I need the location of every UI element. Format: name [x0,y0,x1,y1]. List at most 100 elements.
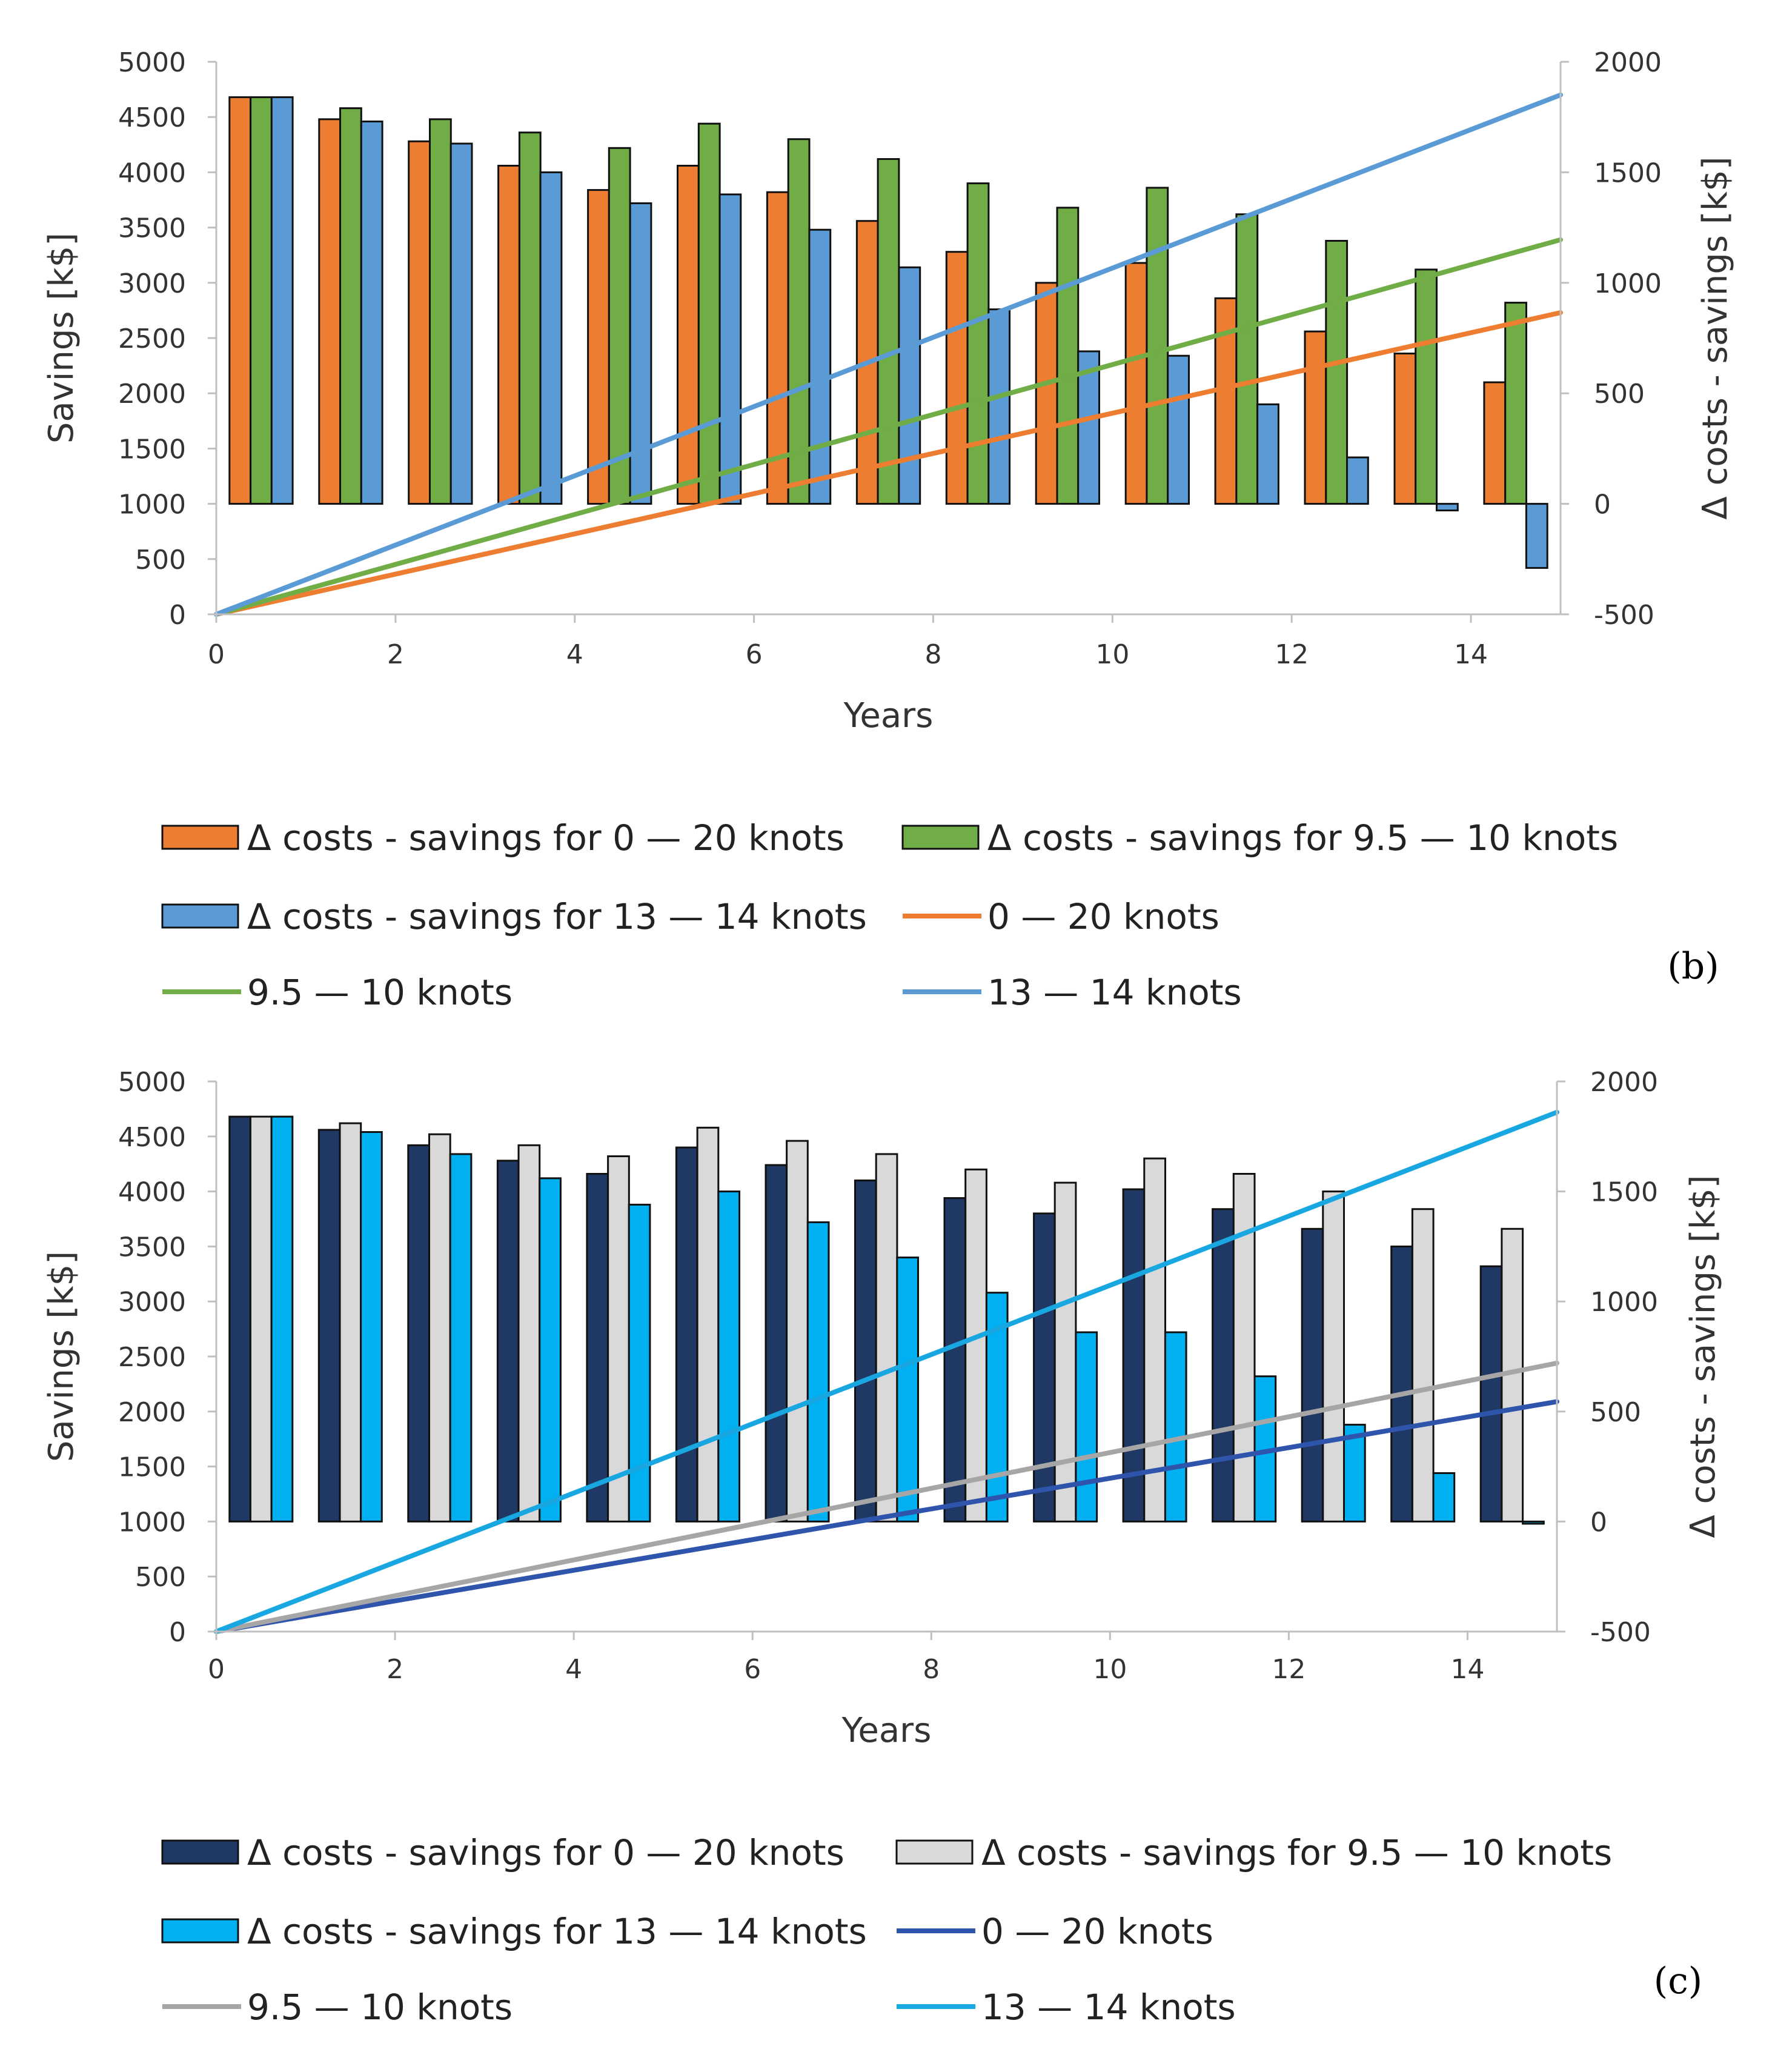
legend-item: Δ costs - savings for 13 — 14 knots [161,1911,867,1952]
bar-1-3 [497,165,520,505]
line-series-2 [214,1360,1559,1634]
line-series-3 [214,92,1563,617]
legend-swatch-bar [895,1839,974,1865]
bar-1-9 [1033,1212,1056,1522]
legend-item: 13 — 14 knots [897,1987,1236,2028]
y-tick-label: 0 [169,600,186,631]
y2-tick-label: 2000 [1594,47,1662,78]
line-series-2 [214,237,1563,617]
y2-axis-title: Δ costs - savings [k$] [1684,1175,1723,1538]
bar-3-1 [360,121,383,505]
bar-1-10 [1122,1188,1146,1522]
bar-1-12 [1301,1227,1324,1522]
legend-item: Δ costs - savings for 9.5 — 10 knots [895,1832,1612,1873]
line-series-1 [214,1399,1559,1634]
bar-3-5 [718,193,742,505]
y2-tick-label: 1500 [1594,158,1662,188]
legend-item: 13 — 14 knots [903,972,1242,1013]
bar-3-12 [1346,456,1369,505]
bar-2-1 [339,1122,362,1522]
y-tick-label: 5000 [118,1067,186,1098]
y-tick-label: 5000 [118,47,186,78]
x-tick-label: 0 [208,1654,225,1685]
bar-3-2 [449,1153,473,1522]
line-series-group [214,92,1563,617]
y2-tick-label: 1000 [1590,1287,1658,1318]
y-tick-label: 500 [135,1562,186,1593]
x-tick-label: 10 [1095,639,1129,670]
legend-item: Δ costs - savings for 0 — 20 knots [161,817,844,858]
bar-1-6 [766,191,789,505]
y2-tick-label: 1500 [1590,1177,1658,1208]
legend-label: 0 — 20 knots [987,896,1219,937]
line-series-group [214,1109,1559,1634]
legend-label: 13 — 14 knots [981,1987,1236,2028]
y2-tick-label: 500 [1590,1397,1641,1428]
x-tick-label: 8 [924,639,941,670]
legend-item: 0 — 20 knots [897,1911,1213,1952]
legend-label: 0 — 20 knots [981,1911,1213,1952]
bar-3-3 [539,171,563,505]
y-tick-label: 2500 [118,324,186,354]
y-tick-label: 0 [169,1617,186,1648]
bar-2-0 [250,96,273,505]
y-tick-label: 3500 [118,213,186,244]
y2-tick-label: 0 [1594,490,1611,520]
panel-label: (b) [1667,945,1719,988]
x-tick-label: 2 [387,1654,403,1685]
bar-3-4 [629,202,652,505]
x-tick-label: 14 [1454,639,1488,670]
y-tick-label: 1000 [118,490,186,520]
bar-1-10 [1124,262,1148,505]
y-tick-label: 2500 [118,1342,186,1373]
legend-item: 9.5 — 10 knots [162,1987,513,2028]
bar-2-6 [787,138,811,505]
bar-2-8 [966,182,990,505]
bar-2-5 [696,1126,720,1522]
legend-swatch-bar [901,825,980,850]
bar-1-14 [1479,1265,1503,1522]
bar-1-2 [407,1144,430,1522]
bar-2-13 [1411,1208,1435,1522]
bar-1-8 [943,1197,967,1522]
y-tick-label: 3000 [118,268,186,299]
bar-1-9 [1035,282,1058,505]
bar-2-10 [1146,187,1169,505]
bar-2-12 [1325,240,1349,505]
legend-item: Δ costs - savings for 0 — 20 knots [161,1832,844,1873]
panel-label: (c) [1654,1960,1702,2002]
legend-label: Δ costs - savings for 13 — 14 knots [247,896,867,937]
y-tick-label: 2000 [118,1397,186,1428]
chart-panel-b: 0500100015002000250030003500400045005000… [42,47,1735,1013]
x-tick-label: 10 [1093,1654,1127,1685]
y2-axis-title: Δ costs - savings [k$] [1696,156,1735,519]
bar-3-11 [1256,403,1279,505]
bar-3-10 [1164,1331,1187,1522]
y2-tick-label: 500 [1594,379,1645,410]
line-series-1 [214,310,1563,617]
bar-2-0 [249,1115,273,1522]
bar-2-12 [1322,1190,1345,1522]
bar-3-7 [898,266,921,505]
y2-tick-label: 1000 [1594,268,1662,299]
bar-3-12 [1343,1424,1366,1522]
bar-1-12 [1304,330,1327,505]
bar-series-group [228,96,1548,569]
bar-2-7 [877,158,900,505]
y-tick-label: 4500 [118,102,186,133]
legend-label: 9.5 — 10 knots [247,1987,513,2028]
bar-3-2 [450,142,473,505]
legend-label: Δ costs - savings for 9.5 — 10 knots [987,817,1618,858]
bar-2-4 [608,147,631,505]
bar-2-6 [786,1140,809,1522]
bar-1-0 [228,96,252,505]
bar-1-5 [677,165,700,505]
y-tick-label: 500 [135,545,186,576]
bar-2-10 [1143,1157,1167,1522]
y-tick-label: 3000 [118,1287,186,1318]
bar-3-8 [987,308,1011,505]
bar-2-4 [607,1155,630,1522]
bar-3-9 [1075,1331,1098,1522]
bar-1-1 [318,118,342,505]
